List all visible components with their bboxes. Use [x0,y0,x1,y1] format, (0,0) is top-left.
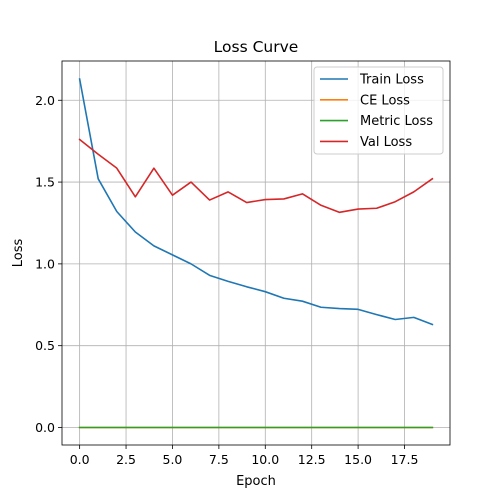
y-tick-label: 0.0 [35,420,55,435]
legend-label-ce-loss: CE Loss [360,93,410,108]
legend: Train Loss CE Loss Metric Loss Val Loss [313,66,444,155]
x-tick-label: 2.5 [116,452,136,467]
series-lines [78,78,434,429]
legend-label-metric-loss: Metric Loss [360,114,433,129]
chart-title: Loss Curve [214,38,299,56]
x-axis-ticks: 0.0 2.5 5.0 7.5 10.0 12.5 15.0 17.5 [70,445,419,467]
x-tick-label: 17.5 [391,452,419,467]
y-tick-label: 1.5 [35,175,55,190]
legend-box [313,66,444,155]
y-tick-label: 0.5 [35,338,55,353]
series-line-train-loss [78,78,434,326]
x-tick-label: 15.0 [344,452,372,467]
legend-label-train-loss: Train Loss [359,73,424,88]
series-line-val-loss [78,138,434,214]
legend-label-val-loss: Val Loss [360,135,412,150]
x-axis-label: Epoch [236,474,276,489]
y-axis-ticks: 0.0 0.5 1.0 1.5 2.0 [35,93,62,435]
plot-frame [61,60,451,446]
axes-frame [61,60,451,446]
x-tick-label: 12.5 [298,452,326,467]
x-tick-label: 5.0 [163,452,183,467]
x-tick-label: 7.5 [209,452,229,467]
x-tick-label: 10.0 [251,452,279,467]
y-axis-label: Loss [11,239,26,268]
x-tick-label: 0.0 [70,452,90,467]
y-tick-label: 2.0 [35,93,55,108]
y-tick-label: 1.0 [35,256,55,271]
